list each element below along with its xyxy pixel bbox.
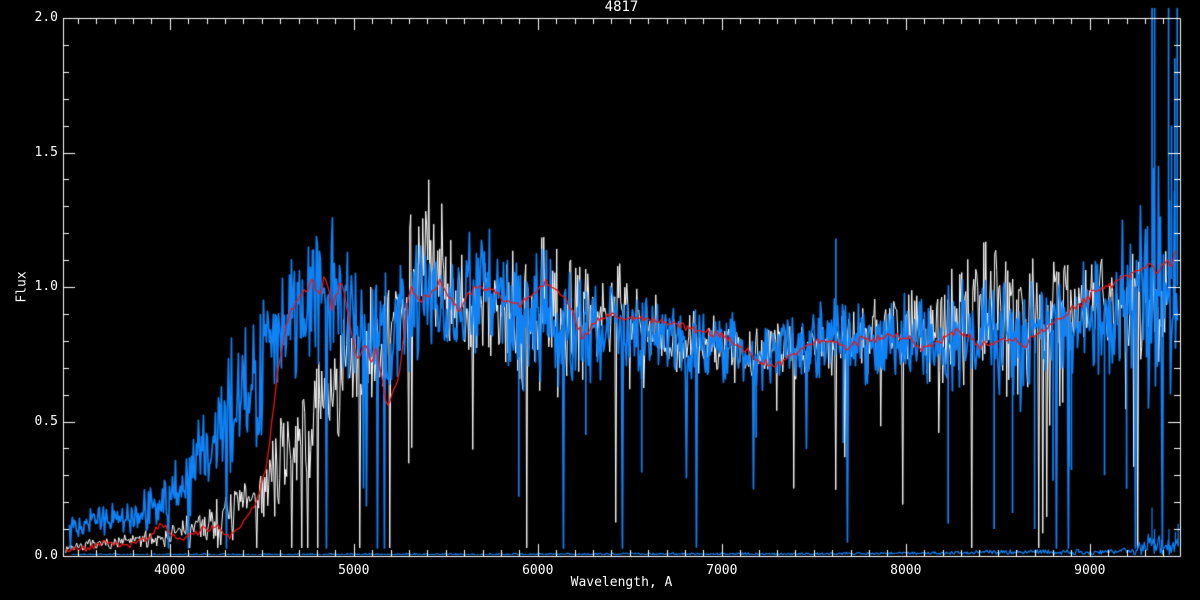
- y-tick-label: 0.0: [34, 548, 58, 563]
- y-tick-label: 2.0: [34, 10, 58, 25]
- y-tick-label: 0.5: [34, 413, 58, 429]
- x-tick-label: 8000: [890, 563, 922, 578]
- x-tick-label: 4000: [154, 563, 186, 578]
- x-tick-label: 7000: [706, 563, 738, 578]
- plot-title: 4817: [604, 0, 639, 15]
- y-tick-label: 1.0: [34, 279, 58, 294]
- x-axis-label: Wavelength, A: [570, 575, 673, 590]
- x-tick-label: 6000: [522, 563, 554, 578]
- x-tick-label: 5000: [338, 563, 370, 578]
- x-tick-label: 9000: [1074, 563, 1106, 578]
- y-tick-label: 1.5: [34, 144, 58, 160]
